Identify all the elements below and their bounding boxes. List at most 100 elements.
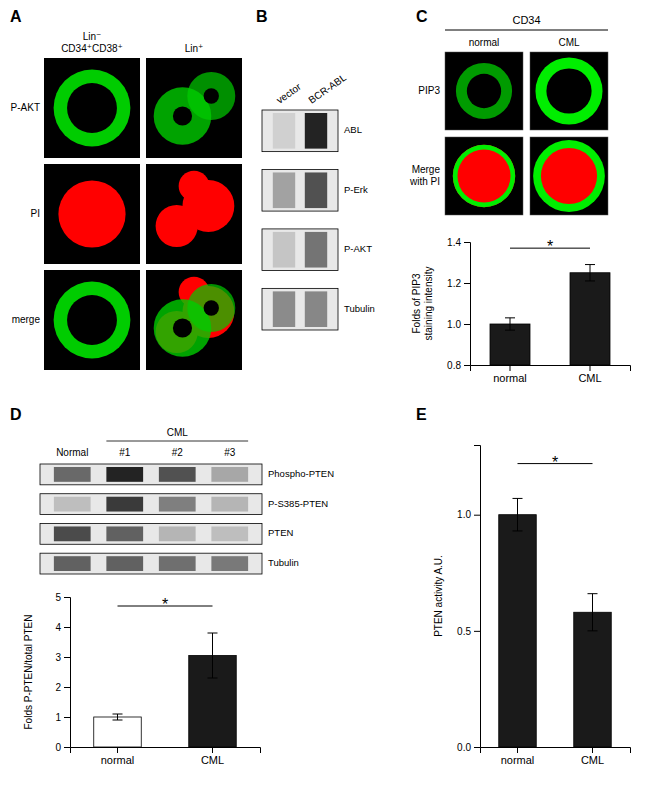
cell-stain bbox=[546, 68, 591, 113]
micrograph-cell bbox=[530, 137, 608, 215]
tick-label: 0.5 bbox=[457, 626, 471, 637]
micrograph-cell bbox=[146, 164, 242, 264]
tick-label: 0.0 bbox=[457, 742, 471, 753]
label: CD34 bbox=[512, 14, 540, 26]
cell-stain bbox=[467, 74, 501, 108]
tick-label: CML bbox=[201, 754, 224, 766]
blot-band bbox=[54, 556, 91, 571]
tick-label: 0.8 bbox=[447, 360, 461, 371]
y-label-group: Folds of PIP3staining intensity bbox=[411, 267, 434, 341]
blot-band bbox=[211, 467, 248, 482]
axis-line bbox=[464, 243, 471, 366]
plot-area bbox=[499, 498, 612, 747]
figure: A Lin⁻CD34⁺CD38⁺Lin⁺P-AKTPImerge BvectorBC… bbox=[0, 0, 650, 793]
axis-line bbox=[64, 598, 71, 748]
blot-strip bbox=[40, 553, 262, 574]
band-label: Tubulin bbox=[268, 557, 299, 568]
blot-band bbox=[54, 497, 91, 512]
blot-band bbox=[273, 232, 295, 268]
y-label-group: Folds P-PTEN/total PTEN bbox=[23, 614, 34, 729]
y-tick: 0.0 bbox=[457, 742, 480, 753]
axis-line bbox=[71, 748, 261, 754]
blot-band bbox=[54, 467, 91, 482]
cell-background bbox=[146, 270, 242, 370]
tick-mark bbox=[64, 717, 70, 718]
significance-label: * bbox=[552, 454, 558, 471]
lane-label: #2 bbox=[172, 447, 184, 458]
tick-mark bbox=[64, 747, 70, 748]
cell-stain bbox=[204, 88, 219, 103]
label: merge bbox=[12, 314, 41, 325]
blot-panel: Normal#1#2#3CMLPhospho-PTENP-S385-PTENPT… bbox=[40, 427, 334, 574]
blot-band bbox=[106, 556, 143, 571]
tick-mark bbox=[474, 747, 480, 748]
tick-mark bbox=[464, 365, 470, 366]
label: PIP3 bbox=[418, 85, 440, 96]
y-tick: 0 bbox=[55, 742, 70, 753]
plot-area bbox=[94, 633, 237, 747]
tick-label: CML bbox=[581, 754, 604, 766]
band-label: Phospho-PTEN bbox=[268, 468, 334, 479]
lane-label: #3 bbox=[224, 447, 236, 458]
micrograph-cell bbox=[445, 137, 523, 215]
panel-title: B bbox=[256, 8, 268, 25]
cell-background bbox=[445, 137, 523, 215]
blot-panel: vectorBCR-ABLABLP-ErkP-AKTTubulin bbox=[262, 72, 375, 330]
blot-strip bbox=[262, 288, 338, 330]
panel-title: A bbox=[10, 8, 22, 25]
cell-background bbox=[44, 270, 140, 370]
tick-label: normal bbox=[501, 754, 535, 766]
cell-stain bbox=[541, 148, 597, 204]
tick-label: 1.0 bbox=[447, 319, 461, 330]
cell-stain bbox=[457, 149, 510, 202]
x-tick: CML bbox=[581, 747, 604, 766]
bracket bbox=[445, 30, 608, 31]
blot-strip bbox=[262, 110, 338, 152]
y-tick: 3 bbox=[55, 652, 70, 663]
micrograph-panel: CD34 normal CML PIP3 Mergewith PI bbox=[409, 14, 608, 215]
tick-mark bbox=[64, 627, 70, 628]
x-tick: normal bbox=[493, 365, 527, 384]
y-tick: 2 bbox=[55, 682, 70, 693]
micrograph-cell bbox=[146, 270, 242, 370]
label: CML bbox=[558, 37, 580, 48]
y-axis: 0.81.01.21.4 bbox=[447, 237, 470, 371]
label: Lin⁻CD34⁺CD38⁺ bbox=[61, 31, 123, 54]
group-label: CML bbox=[167, 427, 189, 438]
label: Mergewith PI bbox=[409, 164, 440, 187]
blot-band bbox=[211, 556, 248, 571]
cell-stain bbox=[453, 145, 515, 207]
tick-label: 1.4 bbox=[447, 237, 461, 248]
y-axis: 0.0 0.5 1.0 bbox=[457, 446, 480, 753]
blot-strip bbox=[40, 494, 262, 515]
band-label: P-Erk bbox=[344, 184, 368, 195]
label: normal bbox=[469, 37, 500, 48]
cell-background bbox=[44, 58, 140, 158]
cell-stain bbox=[187, 72, 235, 120]
cell-stain bbox=[173, 106, 192, 125]
y-label: PTEN activity A.U. bbox=[433, 555, 444, 637]
cell-stain bbox=[456, 63, 512, 119]
y-tick: 4 bbox=[55, 622, 70, 633]
blot-band bbox=[106, 526, 143, 541]
cell-background bbox=[146, 164, 242, 264]
blot-band bbox=[159, 526, 196, 541]
micrograph-panel: Lin⁻CD34⁺CD38⁺Lin⁺P-AKTPImerge bbox=[11, 31, 242, 370]
significance-label: * bbox=[547, 238, 553, 255]
blot-band bbox=[305, 172, 327, 208]
panel-title: D bbox=[10, 406, 22, 423]
tick-label: CML bbox=[578, 372, 601, 384]
y-tick: 1.0 bbox=[447, 319, 470, 330]
cell-background bbox=[445, 52, 523, 130]
blot-band bbox=[305, 113, 327, 149]
significance-label: * bbox=[162, 596, 168, 613]
lane-label: #1 bbox=[119, 447, 131, 458]
tick-label: 1.0 bbox=[457, 509, 471, 520]
tick-label: 0 bbox=[55, 742, 61, 753]
tick-mark bbox=[464, 324, 470, 325]
x-axis: normal CML bbox=[471, 365, 631, 384]
tick-mark bbox=[590, 365, 591, 371]
bracket bbox=[106, 441, 248, 442]
bar bbox=[499, 515, 537, 747]
bar-chart: 012345normalCMLFolds P-PTEN/total PTEN* bbox=[23, 592, 261, 766]
